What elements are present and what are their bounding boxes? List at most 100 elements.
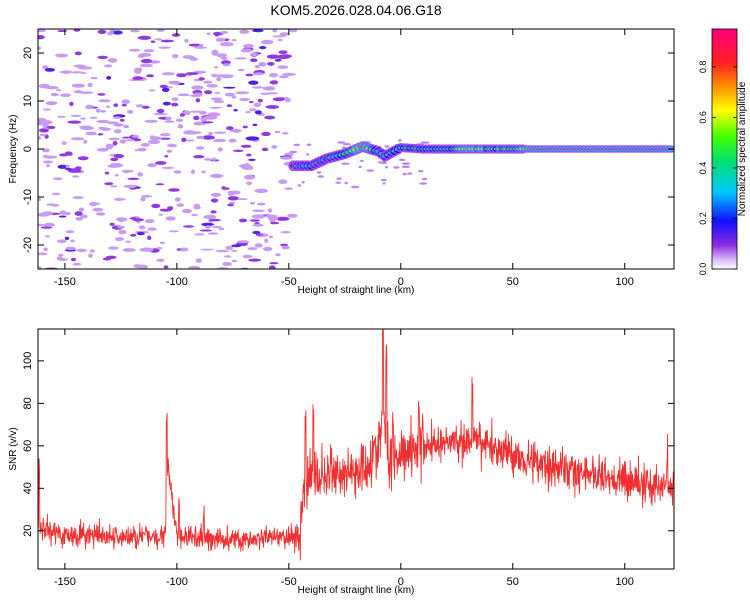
snr-x-axis: -150 -100 -50 0 50 100: [54, 329, 634, 588]
noise-speckle: [250, 52, 258, 57]
noise-speckle: [75, 217, 83, 221]
noise-speckle: [206, 84, 219, 88]
noise-speckle: [106, 121, 119, 125]
noise-speckle: [278, 50, 288, 54]
noise-speckle: [188, 265, 200, 269]
noise-speckle: [277, 38, 283, 42]
noise-speckle: [149, 60, 161, 64]
noise-speckle: [272, 29, 278, 33]
noise-speckle: [268, 235, 274, 239]
noise-speckle: [268, 265, 276, 269]
noise-speckle: [77, 156, 89, 161]
noise-speckle: [57, 239, 67, 243]
noise-speckle: [336, 177, 342, 180]
noise-speckle: [181, 137, 187, 142]
noise-speckle: [250, 58, 258, 62]
noise-speckle: [418, 170, 424, 173]
noise-speckle: [96, 119, 110, 124]
noise-speckle: [236, 240, 250, 244]
noise-speckle: [97, 93, 106, 96]
colorbar-gradient: [711, 28, 738, 270]
noise-speckle: [127, 110, 134, 114]
noise-speckle: [280, 156, 293, 160]
noise-speckle: [211, 157, 216, 161]
noise-speckle: [137, 35, 152, 40]
noise-speckle: [43, 155, 58, 159]
noise-speckle: [108, 137, 120, 141]
noise-speckle: [198, 43, 204, 48]
colorbar-tick-label: 0.0: [698, 263, 708, 276]
noise-speckle: [61, 141, 67, 146]
snr-x-label: Height of straight line (km): [298, 585, 415, 596]
noise-speckle: [203, 80, 213, 84]
noise-speckle: [64, 236, 70, 240]
x-tick-label: -50: [281, 576, 297, 588]
noise-speckle: [277, 65, 289, 69]
noise-speckle: [289, 150, 298, 154]
noise-speckle: [317, 175, 325, 178]
noise-speckle: [194, 46, 208, 49]
noise-speckle: [116, 217, 127, 222]
noise-speckle: [246, 153, 252, 157]
noise-speckle: [317, 171, 322, 174]
noise-speckle: [188, 43, 202, 47]
noise-speckle: [240, 144, 252, 148]
noise-speckle: [107, 31, 114, 36]
noise-speckle: [156, 29, 165, 32]
noise-speckle: [128, 48, 141, 52]
noise-speckle: [122, 136, 131, 139]
y-tick-label: 20: [22, 525, 34, 537]
noise-speckle: [73, 29, 81, 32]
noise-speckle: [69, 101, 74, 106]
noise-speckle: [80, 117, 86, 120]
noise-speckle: [104, 182, 114, 186]
noise-speckle: [137, 147, 147, 152]
noise-speckle: [129, 217, 137, 220]
noise-speckle: [161, 166, 175, 169]
noise-speckle: [268, 73, 279, 78]
x-tick-label: 50: [507, 276, 519, 288]
noise-speckle: [104, 64, 113, 68]
noise-speckle: [264, 115, 276, 120]
noise-speckle: [252, 230, 261, 235]
noise-speckle: [38, 252, 48, 256]
noise-speckle: [184, 38, 189, 43]
noise-speckle: [131, 135, 140, 138]
noise-speckle: [143, 49, 155, 53]
noise-speckle: [88, 253, 93, 258]
noise-speckle: [140, 58, 153, 64]
noise-speckle: [239, 97, 250, 102]
noise-speckle: [123, 185, 134, 188]
noise-speckle: [42, 108, 52, 111]
noise-speckle: [146, 74, 155, 78]
noise-speckle: [104, 171, 110, 175]
noise-speckle: [158, 46, 171, 49]
noise-speckle: [254, 65, 260, 69]
noise-speckle: [150, 40, 156, 43]
noise-speckle: [50, 203, 60, 207]
noise-speckle: [213, 138, 227, 143]
colorbar: 0.0 0.2 0.4 0.6 0.8 Normalized spectral ampl…: [698, 28, 748, 276]
noise-speckle: [173, 81, 180, 85]
noise-speckle: [87, 82, 93, 88]
noise-speckle: [233, 109, 238, 112]
noise-speckle: [401, 165, 411, 168]
noise-speckle: [224, 255, 232, 258]
noise-speckle: [41, 211, 54, 216]
noise-speckle: [419, 182, 428, 185]
noise-speckle: [159, 241, 166, 244]
noise-speckle: [243, 44, 254, 48]
colorbar-tick-label: 0.6: [698, 111, 708, 124]
noise-speckle: [181, 209, 192, 214]
y-tick-label: -20: [22, 237, 34, 253]
noise-speckle: [401, 162, 411, 165]
noise-speckle: [257, 98, 263, 103]
noise-speckle: [156, 258, 165, 262]
noise-speckle: [201, 135, 215, 140]
noise-speckle: [222, 63, 231, 67]
noise-speckle: [301, 181, 305, 184]
noise-speckle: [123, 124, 130, 129]
noise-speckle: [46, 125, 56, 130]
noise-speckle: [185, 139, 195, 142]
